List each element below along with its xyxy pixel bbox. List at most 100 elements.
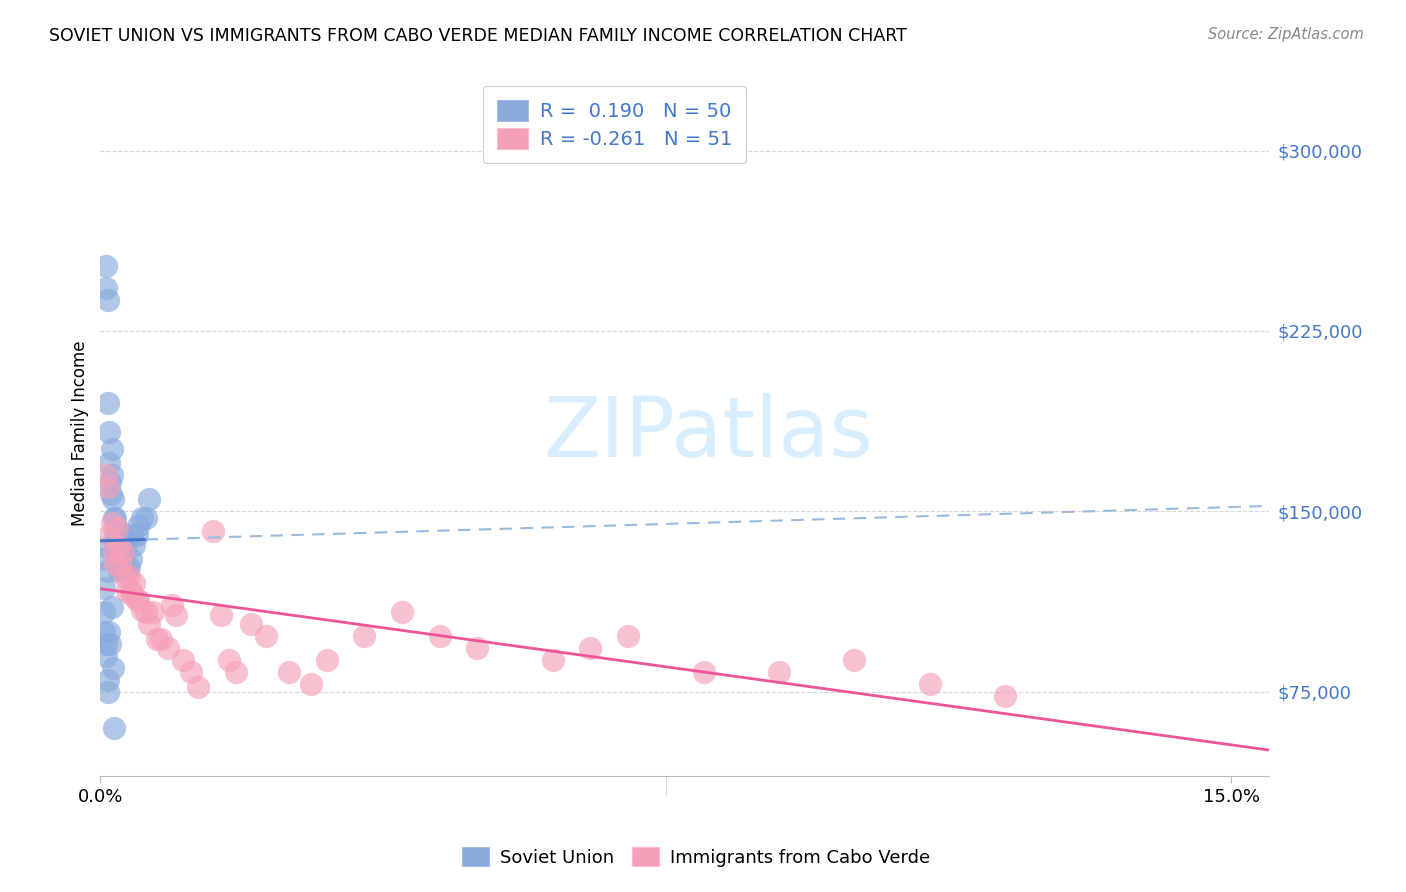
Point: [104, 538, 127, 552]
Point: [96, 648, 118, 663]
Point: [121, 589, 143, 603]
Point: [93, 624, 115, 639]
Text: Source: ZipAtlas.com: Source: ZipAtlas.com: [1208, 27, 1364, 42]
Point: [617, 629, 640, 643]
Point: [97, 293, 120, 307]
Point: [118, 559, 141, 574]
Point: [692, 665, 714, 680]
Point: [96, 468, 118, 483]
Point: [157, 641, 180, 656]
Point: [115, 583, 138, 598]
Point: [315, 653, 337, 667]
Point: [114, 565, 136, 579]
Point: [103, 721, 125, 735]
Point: [97, 480, 120, 494]
Point: [103, 511, 125, 525]
Point: [97, 541, 120, 555]
Point: [93, 552, 115, 566]
Point: [121, 528, 143, 542]
Point: [97, 673, 120, 687]
Point: [108, 565, 131, 579]
Point: [187, 680, 209, 694]
Point: [114, 541, 136, 555]
Point: [93, 605, 115, 619]
Point: [100, 487, 122, 501]
Point: [844, 653, 866, 667]
Point: [124, 538, 146, 552]
Point: [104, 557, 127, 571]
Point: [202, 524, 225, 538]
Point: [103, 545, 125, 559]
Point: [111, 545, 134, 559]
Point: [100, 516, 122, 531]
Point: [125, 593, 148, 607]
Point: [135, 511, 157, 525]
Point: [209, 607, 232, 622]
Point: [104, 524, 127, 538]
Point: [101, 660, 124, 674]
Point: [768, 665, 790, 680]
Text: ZIPatlas: ZIPatlas: [543, 392, 873, 474]
Point: [94, 259, 117, 273]
Point: [98, 456, 121, 470]
Point: [94, 636, 117, 650]
Point: [254, 629, 277, 643]
Point: [218, 653, 240, 667]
Point: [467, 641, 489, 656]
Point: [165, 607, 187, 622]
Point: [353, 629, 375, 643]
Point: [124, 576, 146, 591]
Point: [108, 541, 131, 555]
Point: [111, 552, 134, 566]
Point: [101, 492, 124, 507]
Point: [131, 511, 153, 525]
Point: [160, 598, 183, 612]
Point: [180, 665, 202, 680]
Point: [277, 665, 299, 680]
Point: [127, 593, 149, 607]
Point: [541, 653, 564, 667]
Point: [146, 632, 169, 646]
Point: [131, 603, 153, 617]
Point: [391, 605, 413, 619]
Point: [98, 636, 121, 650]
Legend: Soviet Union, Immigrants from Cabo Verde: Soviet Union, Immigrants from Cabo Verde: [454, 840, 938, 874]
Point: [225, 665, 247, 680]
Point: [107, 552, 129, 566]
Point: [118, 569, 141, 583]
Point: [111, 552, 134, 566]
Point: [138, 492, 160, 507]
Point: [240, 617, 263, 632]
Point: [110, 538, 132, 552]
Point: [100, 600, 122, 615]
Y-axis label: Median Family Income: Median Family Income: [72, 341, 89, 526]
Point: [105, 524, 128, 538]
Point: [429, 629, 451, 643]
Point: [994, 690, 1017, 704]
Point: [149, 632, 172, 646]
Legend: R =  0.190   N = 50, R = -0.261   N = 51: R = 0.190 N = 50, R = -0.261 N = 51: [484, 87, 745, 163]
Point: [918, 677, 941, 691]
Point: [138, 617, 160, 632]
Point: [135, 605, 157, 619]
Point: [101, 468, 124, 483]
Point: [97, 684, 120, 698]
Point: [93, 581, 115, 595]
Point: [96, 280, 118, 294]
Point: [105, 521, 128, 535]
Point: [120, 552, 142, 566]
Point: [125, 528, 148, 542]
Point: [115, 565, 138, 579]
Point: [108, 524, 131, 538]
Point: [98, 528, 121, 542]
Point: [98, 475, 121, 490]
Point: [172, 653, 194, 667]
Point: [104, 511, 127, 525]
Point: [100, 442, 122, 456]
Point: [97, 396, 120, 410]
Point: [110, 557, 132, 571]
Point: [98, 425, 121, 439]
Point: [110, 538, 132, 552]
Point: [114, 569, 136, 583]
Text: SOVIET UNION VS IMMIGRANTS FROM CABO VERDE MEDIAN FAMILY INCOME CORRELATION CHAR: SOVIET UNION VS IMMIGRANTS FROM CABO VER…: [49, 27, 907, 45]
